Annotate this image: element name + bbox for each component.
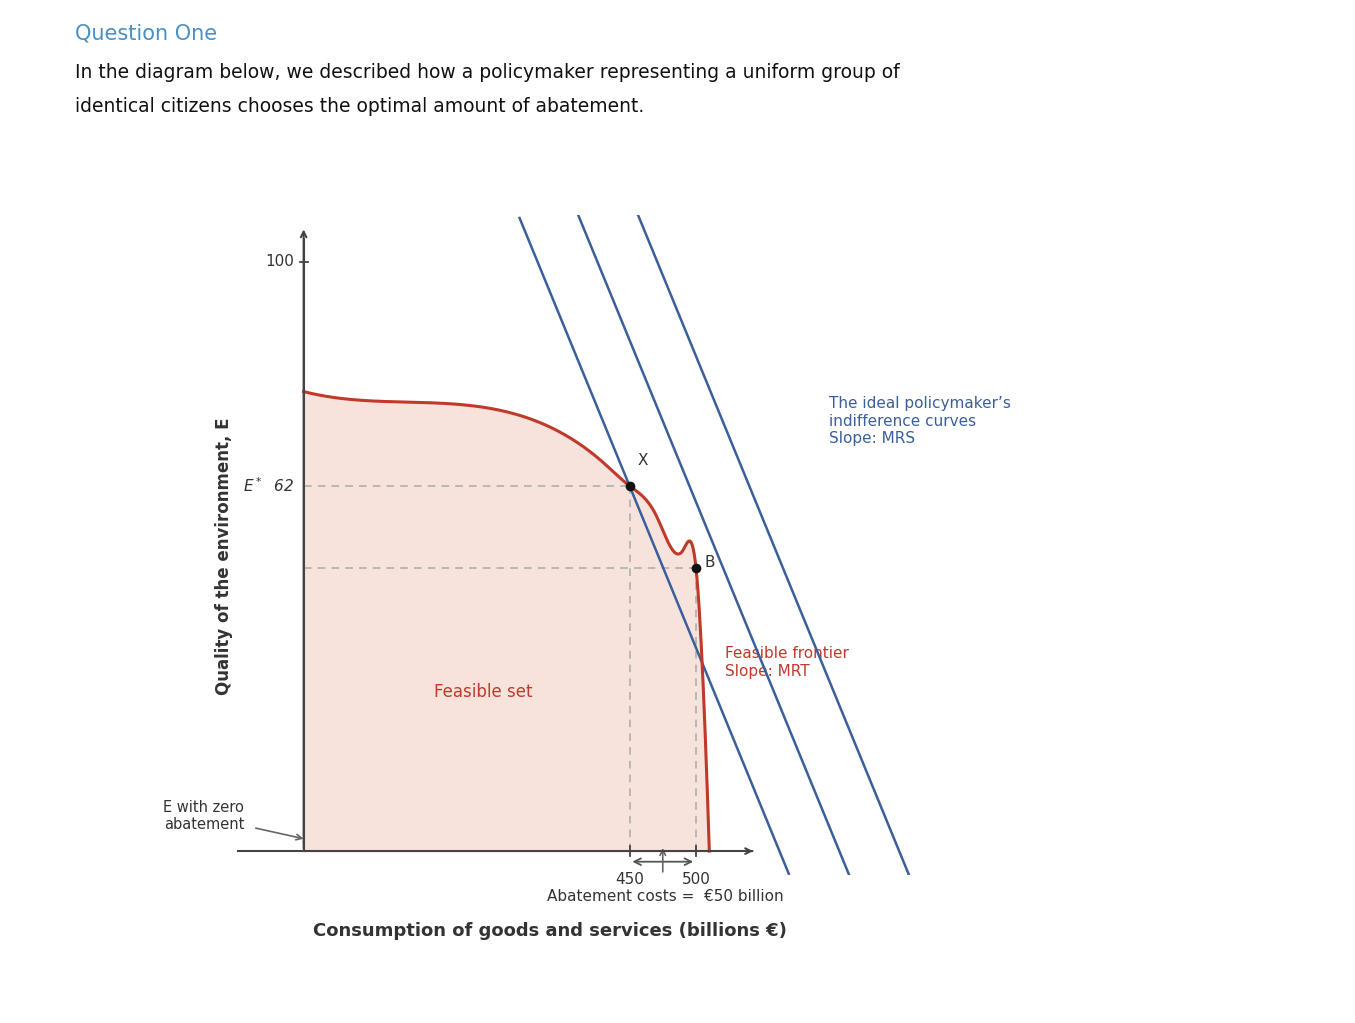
- Text: Feasible set: Feasible set: [434, 683, 533, 701]
- Text: Question One: Question One: [75, 24, 217, 44]
- Text: 450: 450: [615, 872, 644, 887]
- Text: X: X: [637, 453, 648, 469]
- Text: $E^*$  62: $E^*$ 62: [244, 477, 294, 495]
- Text: Abatement costs =  €50 billion: Abatement costs = €50 billion: [547, 889, 783, 904]
- Text: 500: 500: [682, 872, 710, 887]
- Text: The ideal policymaker’s
indifference curves
Slope: MRS: The ideal policymaker’s indifference cur…: [829, 396, 1011, 446]
- Text: In the diagram below, we described how a policymaker representing a uniform grou: In the diagram below, we described how a…: [75, 63, 900, 83]
- Text: B: B: [705, 554, 714, 570]
- Text: Feasible frontier
Slope: MRT: Feasible frontier Slope: MRT: [725, 647, 850, 679]
- Text: E with zero
abatement: E with zero abatement: [164, 800, 244, 832]
- Text: 100: 100: [266, 255, 294, 269]
- Text: Quality of the environment, E: Quality of the environment, E: [215, 417, 233, 696]
- Text: identical citizens chooses the optimal amount of abatement.: identical citizens chooses the optimal a…: [75, 97, 644, 117]
- Text: Consumption of goods and services (billions €): Consumption of goods and services (billi…: [313, 922, 787, 940]
